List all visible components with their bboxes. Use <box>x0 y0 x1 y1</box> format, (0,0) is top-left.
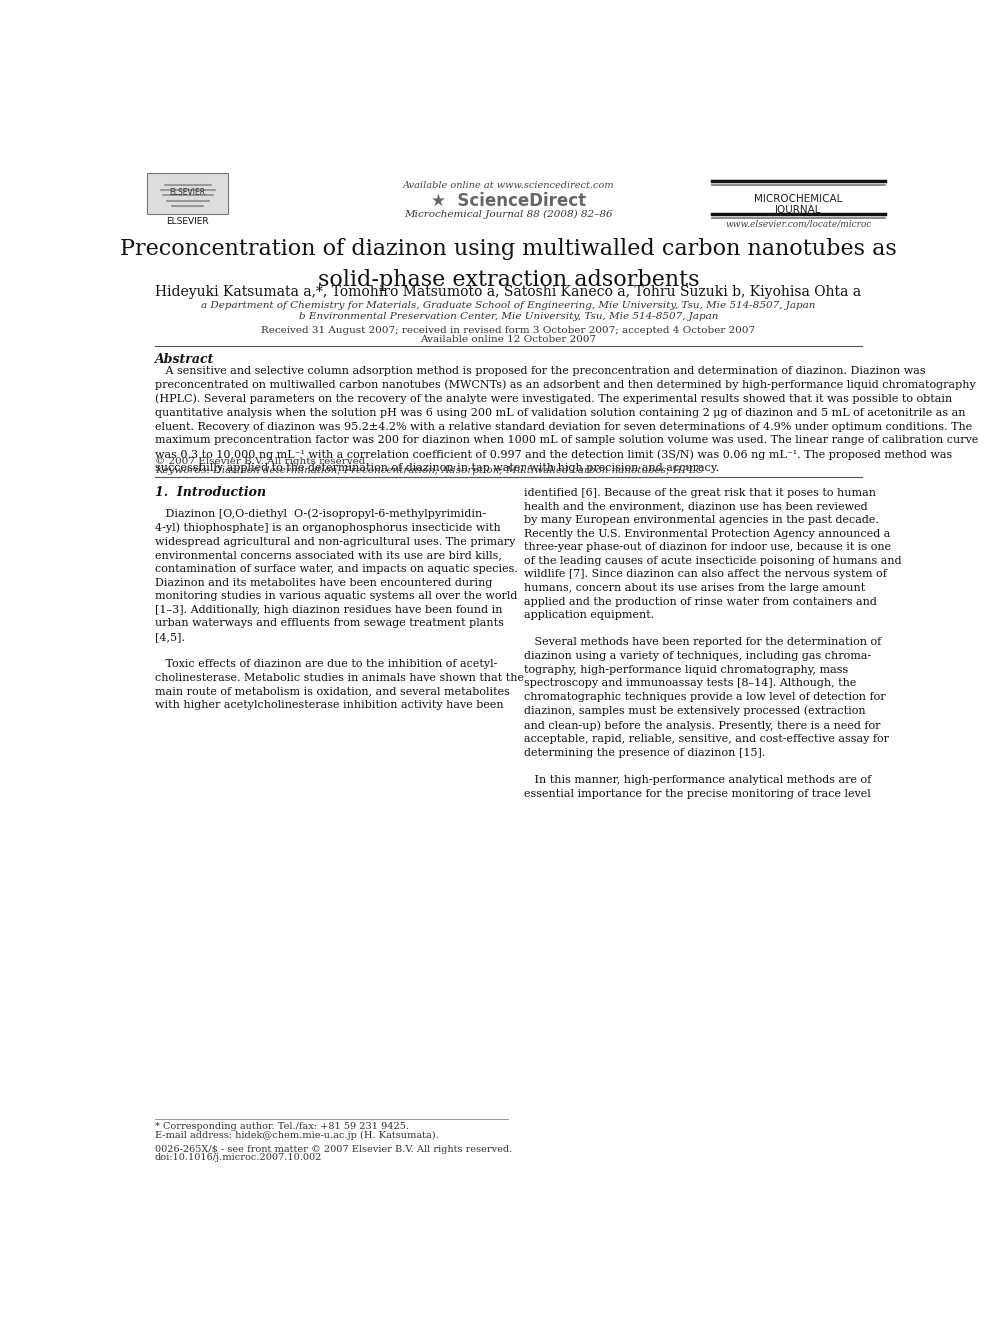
Text: ELSEVIER: ELSEVIER <box>170 188 206 197</box>
Text: a Department of Chemistry for Materials, Graduate School of Engineering, Mie Uni: a Department of Chemistry for Materials,… <box>201 302 815 311</box>
Text: JOURNAL: JOURNAL <box>775 205 821 214</box>
Text: Diazinon [O,O-diethyl  O-(2-isopropyl-6-methylpyrimidin-
4-yl) thiophosphate] is: Diazinon [O,O-diethyl O-(2-isopropyl-6-m… <box>155 508 524 710</box>
Text: Abstract: Abstract <box>155 353 214 366</box>
Text: A sensitive and selective column adsorption method is proposed for the preconcen: A sensitive and selective column adsorpt… <box>155 365 978 474</box>
Text: * Corresponding author. Tel./fax: +81 59 231 9425.: * Corresponding author. Tel./fax: +81 59… <box>155 1122 409 1131</box>
Text: E-mail address: hidek@chem.mie-u.ac.jp (H. Katsumata).: E-mail address: hidek@chem.mie-u.ac.jp (… <box>155 1131 438 1139</box>
Text: Available online 12 October 2007: Available online 12 October 2007 <box>421 335 596 344</box>
Text: doi:10.1016/j.microc.2007.10.002: doi:10.1016/j.microc.2007.10.002 <box>155 1154 322 1162</box>
Text: Hideyuki Katsumata a,*, Tomohiro Matsumoto a, Satoshi Kaneco a, Tohru Suzuki b, : Hideyuki Katsumata a,*, Tomohiro Matsumo… <box>156 284 861 299</box>
Text: Received 31 August 2007; received in revised form 3 October 2007; accepted 4 Oct: Received 31 August 2007; received in rev… <box>261 325 756 335</box>
Text: Keywords: Diazinon determination; Preconcentration; Adsorption; Multiwalled carb: Keywords: Diazinon determination; Precon… <box>155 467 703 475</box>
Text: Available online at www.sciencedirect.com: Available online at www.sciencedirect.co… <box>403 181 614 191</box>
Bar <box>147 173 228 214</box>
Text: © 2007 Elsevier B.V. All rights reserved.: © 2007 Elsevier B.V. All rights reserved… <box>155 458 368 466</box>
Text: MICROCHEMICAL: MICROCHEMICAL <box>754 194 842 205</box>
Text: Preconcentration of diazinon using multiwalled carbon nanotubes as
solid-phase e: Preconcentration of diazinon using multi… <box>120 238 897 291</box>
Text: b Environmental Preservation Center, Mie University, Tsu, Mie 514-8507, Japan: b Environmental Preservation Center, Mie… <box>299 312 718 320</box>
Text: www.elsevier.com/locate/microc: www.elsevier.com/locate/microc <box>725 220 871 229</box>
Text: Microchemical Journal 88 (2008) 82–86: Microchemical Journal 88 (2008) 82–86 <box>404 209 613 218</box>
Text: identified [6]. Because of the great risk that it poses to human
health and the : identified [6]. Because of the great ris… <box>524 488 902 799</box>
Text: 0026-265X/$ - see front matter © 2007 Elsevier B.V. All rights reserved.: 0026-265X/$ - see front matter © 2007 El… <box>155 1144 512 1154</box>
Text: ★  ScienceDirect: ★ ScienceDirect <box>431 192 586 210</box>
Text: 1.  Introduction: 1. Introduction <box>155 486 266 499</box>
Text: ELSEVIER: ELSEVIER <box>167 217 209 226</box>
